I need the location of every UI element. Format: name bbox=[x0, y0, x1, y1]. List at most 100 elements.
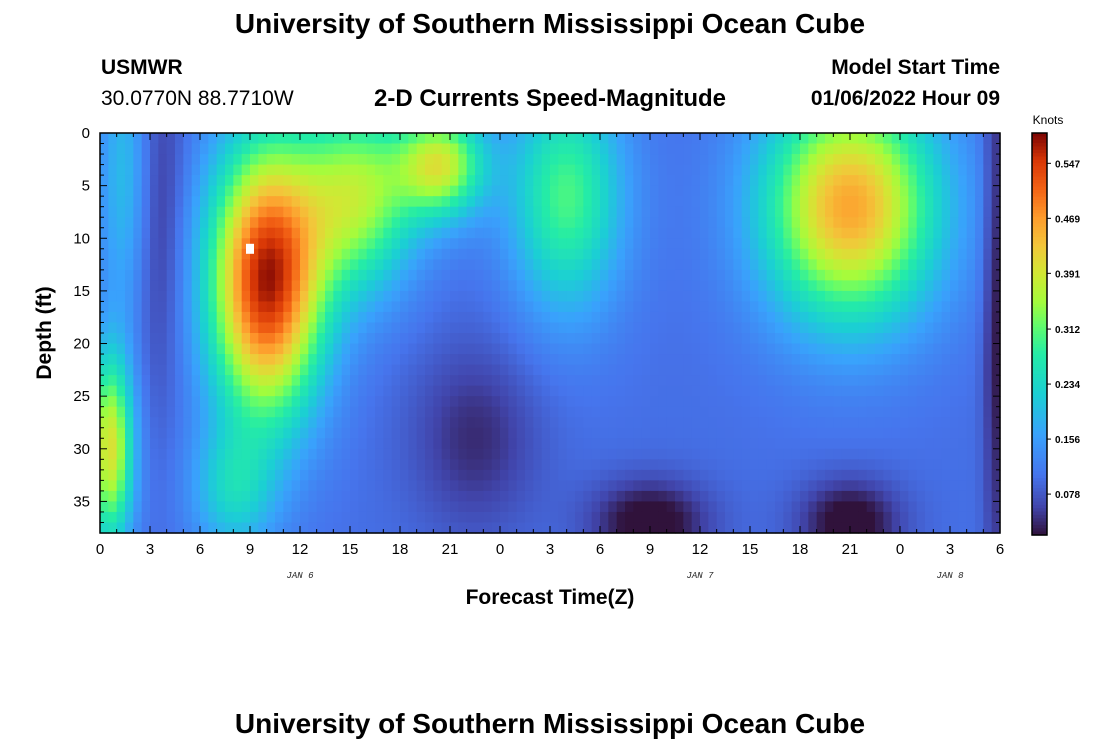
heatmap-cell bbox=[133, 480, 143, 492]
heatmap-cell bbox=[966, 396, 976, 408]
heatmap-cell bbox=[816, 480, 826, 492]
heatmap-cell bbox=[625, 427, 634, 439]
heatmap-cell bbox=[166, 511, 176, 524]
heatmap-cell bbox=[883, 206, 893, 218]
heatmap-cell bbox=[616, 133, 626, 145]
heatmap-cell bbox=[750, 238, 759, 250]
heatmap-cell bbox=[366, 164, 376, 176]
heatmap-cell bbox=[925, 269, 934, 281]
heatmap-cell bbox=[750, 501, 759, 513]
heatmap-cell bbox=[941, 322, 951, 334]
heatmap-cell bbox=[475, 311, 484, 324]
heatmap-cell bbox=[250, 290, 259, 303]
heatmap-cell bbox=[608, 354, 618, 366]
heatmap-cell bbox=[733, 364, 743, 376]
heatmap-cell bbox=[833, 490, 843, 503]
heatmap-cell bbox=[241, 427, 251, 439]
heatmap-cell bbox=[300, 206, 309, 218]
heatmap-cell bbox=[450, 301, 459, 313]
heatmap-cell bbox=[625, 459, 634, 471]
heatmap-cell bbox=[583, 396, 593, 408]
heatmap-cell bbox=[216, 459, 226, 471]
heatmap-cell bbox=[558, 269, 568, 281]
heatmap-cell bbox=[791, 311, 801, 324]
heatmap-cell bbox=[583, 206, 593, 218]
heatmap-cell bbox=[800, 322, 809, 334]
heatmap-cell bbox=[891, 501, 901, 513]
heatmap-cell bbox=[800, 385, 809, 397]
heatmap-cell bbox=[566, 301, 576, 313]
heatmap-cell bbox=[108, 206, 118, 218]
heatmap-cell bbox=[391, 217, 401, 229]
heatmap-cell bbox=[833, 301, 843, 313]
heatmap-cell bbox=[666, 259, 676, 271]
heatmap-cell bbox=[158, 301, 168, 313]
heatmap-cell bbox=[350, 417, 359, 429]
heatmap-cell bbox=[233, 217, 243, 229]
heatmap-cell bbox=[741, 217, 751, 229]
heatmap-cell bbox=[758, 501, 768, 513]
heatmap-cell bbox=[958, 333, 968, 345]
heatmap-cell bbox=[841, 269, 851, 281]
heatmap-cell bbox=[816, 396, 826, 408]
heatmap-cell bbox=[425, 396, 434, 408]
heatmap-cell bbox=[725, 185, 734, 197]
heatmap-cell bbox=[933, 227, 943, 239]
heatmap-cell bbox=[566, 333, 576, 345]
heatmap-cell bbox=[475, 269, 484, 281]
heatmap-cell bbox=[525, 501, 534, 513]
heatmap-cell bbox=[966, 196, 976, 208]
heatmap-cell bbox=[483, 238, 493, 250]
heatmap-cell bbox=[408, 364, 418, 376]
heatmap-cell bbox=[541, 490, 551, 503]
heatmap-cell bbox=[800, 217, 809, 229]
heatmap-cell bbox=[150, 396, 159, 408]
heatmap-cell bbox=[491, 396, 501, 408]
heatmap-cell bbox=[291, 459, 301, 471]
heatmap-cell bbox=[133, 301, 143, 313]
heatmap-cell bbox=[891, 480, 901, 492]
heatmap-cell bbox=[383, 269, 393, 281]
heatmap-cell bbox=[983, 238, 993, 250]
heatmap-cell bbox=[683, 280, 693, 292]
heatmap-cell bbox=[483, 311, 493, 324]
heatmap-cell bbox=[450, 238, 459, 250]
heatmap-cell bbox=[225, 385, 234, 397]
heatmap-cell bbox=[725, 448, 734, 460]
heatmap-cell bbox=[466, 343, 476, 355]
heatmap-cell bbox=[808, 522, 818, 534]
heatmap-cell bbox=[358, 427, 368, 439]
heatmap-cell bbox=[900, 227, 909, 239]
heatmap-cell bbox=[575, 196, 584, 208]
x-tick-label: 18 bbox=[792, 541, 809, 558]
heatmap-cell bbox=[141, 501, 151, 513]
heatmap-cell bbox=[408, 375, 418, 387]
heatmap-cell bbox=[725, 164, 734, 176]
heatmap-cell bbox=[233, 375, 243, 387]
heatmap-cell bbox=[750, 406, 759, 418]
heatmap-cell bbox=[950, 154, 959, 166]
heatmap-cell bbox=[350, 459, 359, 471]
heatmap-cell bbox=[383, 311, 393, 324]
heatmap-cell bbox=[366, 154, 376, 166]
heatmap-cell bbox=[241, 217, 251, 229]
heatmap-cell bbox=[125, 385, 134, 397]
heatmap-cell bbox=[591, 469, 601, 481]
heatmap-cell bbox=[800, 511, 809, 524]
heatmap-cell bbox=[600, 343, 609, 355]
heatmap-cell bbox=[583, 385, 593, 397]
heatmap-cell bbox=[166, 185, 176, 197]
heatmap-cell bbox=[633, 227, 643, 239]
heatmap-cell bbox=[733, 448, 743, 460]
heatmap-cell bbox=[708, 511, 718, 524]
heatmap-cell bbox=[858, 417, 868, 429]
heatmap-cell bbox=[825, 133, 834, 145]
heatmap-cell bbox=[150, 248, 159, 260]
heatmap-cell bbox=[808, 196, 818, 208]
heatmap-cell bbox=[983, 185, 993, 197]
heatmap-cell bbox=[250, 459, 259, 471]
heatmap-cell bbox=[425, 459, 434, 471]
heatmap-cell bbox=[900, 133, 909, 145]
heatmap-cell bbox=[291, 259, 301, 271]
heatmap-cell bbox=[158, 259, 168, 271]
